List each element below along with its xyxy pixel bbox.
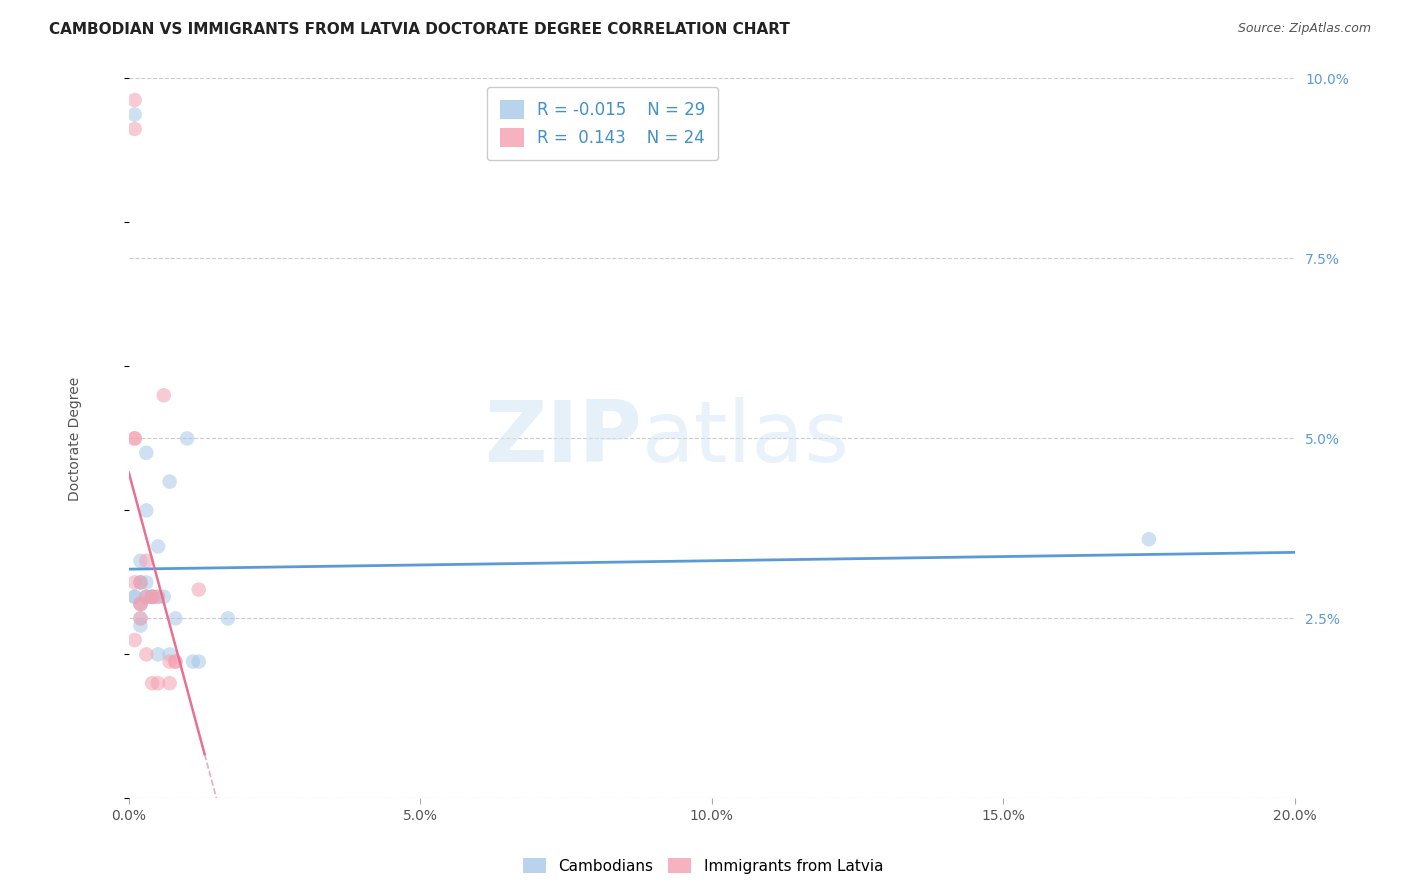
- Point: [129, 554, 152, 568]
- Point: [146, 648, 169, 662]
- Point: [176, 432, 198, 446]
- Point: [124, 632, 146, 647]
- Point: [141, 590, 163, 604]
- Point: [141, 590, 163, 604]
- Point: [124, 121, 146, 136]
- Point: [141, 676, 163, 690]
- Point: [146, 590, 169, 604]
- Point: [141, 590, 163, 604]
- Point: [187, 655, 209, 669]
- Point: [152, 388, 174, 402]
- Point: [135, 446, 157, 460]
- Point: [159, 475, 181, 489]
- Point: [159, 648, 181, 662]
- Point: [129, 597, 152, 611]
- Point: [159, 655, 181, 669]
- Text: atlas: atlas: [641, 397, 849, 480]
- Text: ZIP: ZIP: [484, 397, 641, 480]
- Point: [129, 597, 152, 611]
- Point: [129, 575, 152, 590]
- Point: [165, 655, 187, 669]
- Point: [187, 582, 209, 597]
- Point: [146, 540, 169, 554]
- Point: [141, 590, 163, 604]
- Point: [1137, 532, 1160, 546]
- Point: [124, 575, 146, 590]
- Point: [152, 590, 174, 604]
- Point: [124, 432, 146, 446]
- Text: CAMBODIAN VS IMMIGRANTS FROM LATVIA DOCTORATE DEGREE CORRELATION CHART: CAMBODIAN VS IMMIGRANTS FROM LATVIA DOCT…: [49, 22, 790, 37]
- Point: [135, 648, 157, 662]
- Point: [181, 655, 204, 669]
- Point: [135, 554, 157, 568]
- Point: [146, 590, 169, 604]
- Text: Source: ZipAtlas.com: Source: ZipAtlas.com: [1237, 22, 1371, 36]
- Legend: Cambodians, Immigrants from Latvia: Cambodians, Immigrants from Latvia: [517, 852, 889, 880]
- Point: [135, 590, 157, 604]
- Point: [129, 597, 152, 611]
- Point: [129, 575, 152, 590]
- Point: [135, 503, 157, 517]
- Point: [129, 575, 152, 590]
- Point: [124, 590, 146, 604]
- Point: [124, 107, 146, 121]
- Point: [159, 676, 181, 690]
- Point: [135, 575, 157, 590]
- Point: [129, 611, 152, 625]
- Point: [129, 618, 152, 632]
- Point: [135, 590, 157, 604]
- Legend: R = -0.015    N = 29, R =  0.143    N = 24: R = -0.015 N = 29, R = 0.143 N = 24: [486, 87, 718, 161]
- Point: [124, 590, 146, 604]
- Point: [217, 611, 239, 625]
- Point: [129, 611, 152, 625]
- Y-axis label: Doctorate Degree: Doctorate Degree: [69, 376, 82, 500]
- Point: [165, 655, 187, 669]
- Point: [135, 590, 157, 604]
- Point: [124, 93, 146, 107]
- Point: [165, 611, 187, 625]
- Point: [146, 676, 169, 690]
- Point: [124, 432, 146, 446]
- Point: [141, 590, 163, 604]
